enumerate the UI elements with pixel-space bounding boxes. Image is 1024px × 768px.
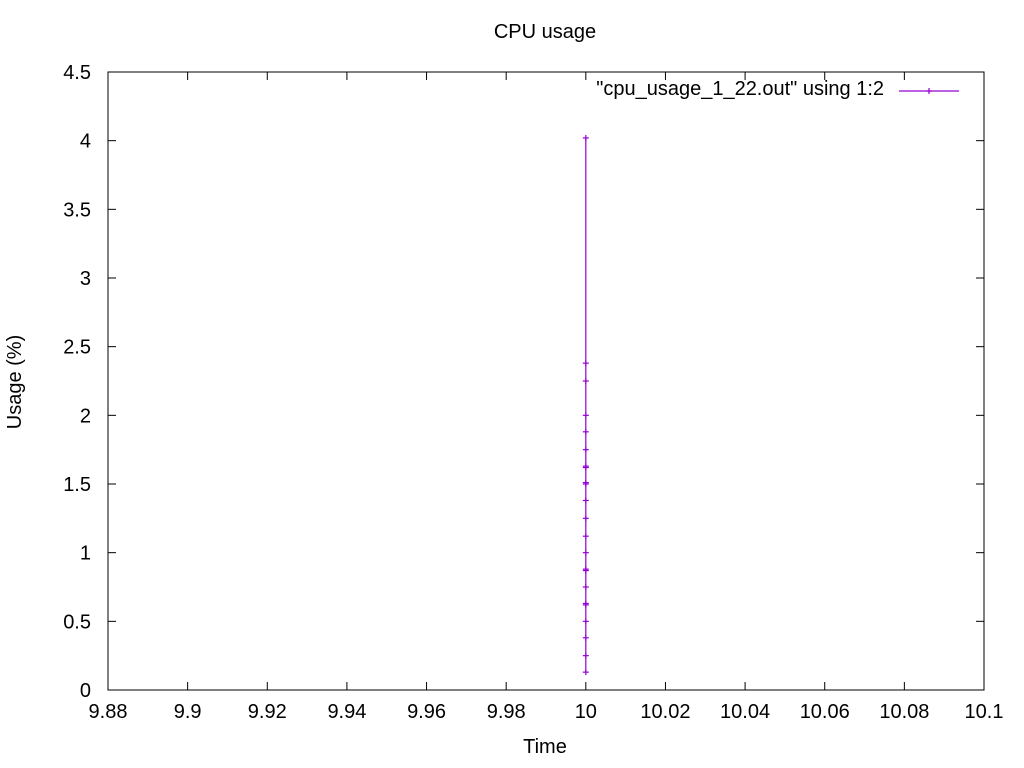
data-point (582, 515, 589, 522)
data-point (582, 669, 589, 676)
legend-label: "cpu_usage_1_22.out" using 1:2 (596, 78, 884, 100)
x-axis-title: Time (523, 736, 567, 758)
x-tick-label: 9.94 (327, 701, 366, 723)
y-tick-label: 3.5 (63, 199, 91, 221)
data-point (582, 412, 589, 419)
x-tick-label: 10.02 (640, 701, 690, 723)
data-point (582, 618, 589, 625)
data-point (582, 428, 589, 435)
data-point (582, 479, 589, 486)
data-point (582, 600, 589, 607)
data-point (582, 533, 589, 540)
y-tick-label: 2.5 (63, 337, 91, 359)
x-tick-label: 10.08 (879, 701, 929, 723)
legend: "cpu_usage_1_22.out" using 1:2 (596, 78, 959, 100)
y-tick-label: 2 (80, 405, 91, 427)
x-tick-label: 9.98 (487, 701, 526, 723)
y-tick-label: 0 (80, 680, 91, 702)
data-point (582, 584, 589, 590)
data-point (582, 549, 589, 556)
y-tick-label: 4 (80, 131, 91, 153)
y-tick-label: 4.5 (63, 62, 91, 84)
x-tick-label: 9.92 (248, 701, 287, 723)
data-point (582, 566, 589, 573)
data-point (582, 378, 589, 384)
y-tick-label: 1.5 (63, 474, 91, 496)
x-tick-label: 10.04 (720, 701, 770, 723)
y-tick-label: 1 (80, 543, 91, 565)
data-point (582, 652, 589, 659)
y-tick-label: 0.5 (63, 611, 91, 633)
x-tick-label: 9.96 (407, 701, 446, 723)
y-tick-label: 3 (80, 268, 91, 290)
x-tick-label: 10.1 (965, 701, 1004, 723)
data-point (582, 446, 589, 453)
data-point (582, 464, 589, 471)
legend-marker-sample (926, 88, 932, 94)
plot-frame (107, 71, 985, 691)
x-tick-label: 10.06 (800, 701, 850, 723)
data-point (582, 634, 589, 641)
data-point (582, 134, 589, 141)
y-axis: 0 0.5 1 1.5 2 2.5 3 3.5 4 4.5 (63, 62, 984, 702)
y-axis-title: Usage (%) (4, 335, 26, 429)
data-point (582, 497, 589, 504)
x-tick-label: 10 (575, 701, 597, 723)
x-axis: 9.88 9.9 9.92 9.94 9.96 9.98 10 10.02 10.04 10.06… (89, 72, 1004, 723)
series-layer (582, 134, 589, 676)
data-point (582, 360, 589, 367)
chart-title: CPU usage (494, 21, 596, 43)
x-tick-label: 9.9 (174, 701, 202, 723)
x-tick-label: 9.88 (89, 701, 128, 723)
